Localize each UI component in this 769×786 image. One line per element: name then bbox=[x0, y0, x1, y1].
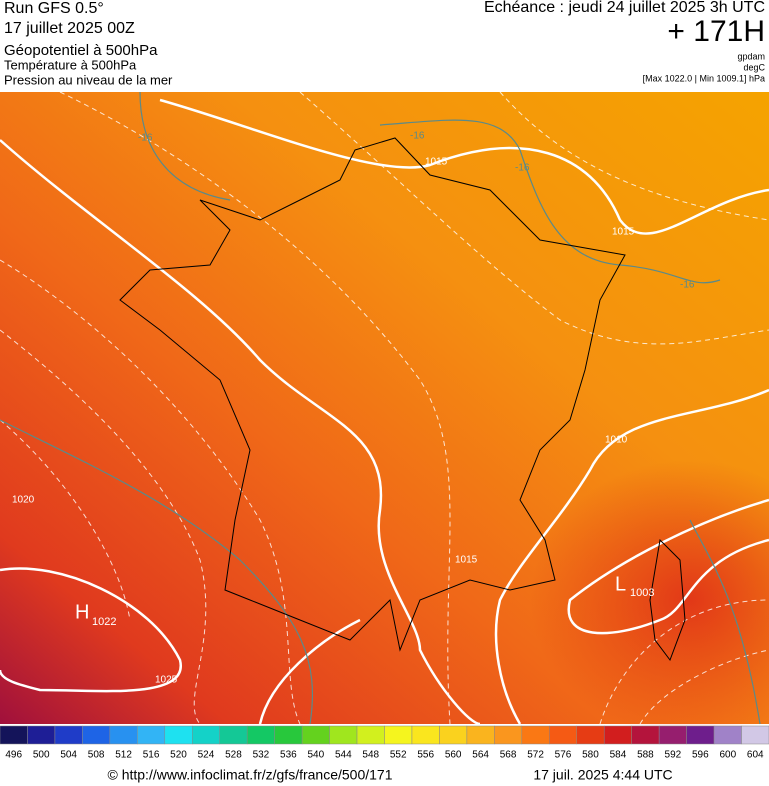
colorbar-swatch bbox=[411, 725, 440, 745]
run-title: Run GFS 0.5° bbox=[4, 0, 104, 17]
pressure-range: [Max 1022.0 | Min 1009.1] hPa bbox=[643, 73, 765, 83]
colorbar-label: 520 bbox=[170, 750, 187, 761]
colorbar-label: 588 bbox=[637, 750, 654, 761]
colorbar-swatch bbox=[466, 725, 495, 745]
colorbar-swatch bbox=[246, 725, 275, 745]
colorbar-label: 568 bbox=[500, 750, 517, 761]
isobars bbox=[0, 98, 769, 726]
colorbar-label: 584 bbox=[610, 750, 627, 761]
colorbar-label: 548 bbox=[362, 750, 379, 761]
colorbar-label: 524 bbox=[198, 750, 215, 761]
colorbar-label: 600 bbox=[719, 750, 736, 761]
valid-time: Echéance : jeudi 24 juillet 2025 3h UTC bbox=[484, 0, 765, 16]
colorbar-swatch bbox=[384, 725, 413, 745]
colorbar-label: 516 bbox=[143, 750, 160, 761]
geopotential-lines bbox=[0, 91, 769, 725]
colorbar-label: 532 bbox=[253, 750, 270, 761]
run-date: 17 juillet 2025 00Z bbox=[4, 20, 135, 37]
colorbar-swatch bbox=[494, 725, 523, 745]
map-label: 1010 bbox=[605, 435, 628, 446]
colorbar-swatch bbox=[603, 725, 632, 745]
colorbar-label: 596 bbox=[692, 750, 709, 761]
colorbar-label: 536 bbox=[280, 750, 297, 761]
map-label: 1015 bbox=[455, 555, 478, 566]
unit-label: degC bbox=[743, 62, 765, 72]
temperature-isotherms bbox=[0, 91, 761, 725]
colorbar-label: 552 bbox=[390, 750, 407, 761]
colorbar-label: 604 bbox=[747, 750, 764, 761]
colorbar-label: 560 bbox=[445, 750, 462, 761]
colorbar-label: 592 bbox=[665, 750, 682, 761]
colorbar-label: 500 bbox=[33, 750, 50, 761]
lead-time: + 171H bbox=[667, 15, 765, 48]
colorbar-label: 508 bbox=[88, 750, 105, 761]
colorbar-swatch bbox=[356, 725, 385, 745]
source-url: © http://www.infoclimat.fr/z/gfs/france/… bbox=[108, 767, 393, 783]
map-label: -16 bbox=[680, 280, 695, 291]
colorbar-label: 556 bbox=[417, 750, 434, 761]
colorbar-label: 528 bbox=[225, 750, 242, 761]
colorbar-swatch bbox=[439, 725, 468, 745]
colorbar-label: 540 bbox=[307, 750, 324, 761]
colorbar-swatch bbox=[686, 725, 715, 745]
colorbar-swatch bbox=[631, 725, 660, 745]
colorbar-label: 580 bbox=[582, 750, 599, 761]
colorbar-swatch bbox=[658, 725, 687, 745]
colorbar-swatch bbox=[549, 725, 577, 745]
map-label: 1025 bbox=[155, 675, 178, 686]
colorbar-swatch bbox=[0, 725, 28, 745]
timestamp: 17 juil. 2025 4:44 UTC bbox=[533, 767, 672, 783]
colorbar: 496 500 504 508 512 516 520 524 528 532 536 540 544 5… bbox=[0, 725, 769, 761]
colorbar-swatch bbox=[576, 725, 605, 745]
field-title: Géopotentiel à 500hPa bbox=[4, 42, 158, 59]
colorbar-swatch bbox=[741, 725, 769, 745]
isotherm-labels: -16 -16 -16 -16 bbox=[138, 131, 695, 291]
colorbar-swatch bbox=[713, 725, 742, 745]
colorbar-swatch bbox=[192, 725, 220, 745]
colorbar-label: 512 bbox=[115, 750, 132, 761]
colorbar-swatch bbox=[274, 725, 303, 745]
map: -16 -16 -16 -16 1015 1015 1010 1020 1025… bbox=[0, 91, 769, 740]
map-label: 1020 bbox=[12, 495, 35, 506]
colorbar-swatch bbox=[301, 725, 330, 745]
low-value: 1003 bbox=[630, 587, 654, 599]
colorbar-swatch bbox=[54, 725, 83, 745]
high-value: 1022 bbox=[92, 616, 116, 628]
colorbar-swatch bbox=[164, 725, 193, 745]
colorbar-label: 572 bbox=[527, 750, 544, 761]
colorbar-label: 544 bbox=[335, 750, 352, 761]
colorbar-label: 504 bbox=[60, 750, 77, 761]
colorbar-swatch bbox=[219, 725, 248, 745]
unit-label: gpdam bbox=[737, 51, 765, 61]
map-label: 1015 bbox=[612, 227, 635, 238]
colorbar-label: 496 bbox=[5, 750, 22, 761]
map-label: -16 bbox=[515, 163, 530, 174]
field-subtitle: Pression au niveau de la mer bbox=[4, 72, 173, 87]
isobar-labels: 1015 1015 1010 1020 1025 1015 H 1022 L 1… bbox=[12, 157, 654, 686]
field-subtitle: Température à 500hPa bbox=[4, 57, 137, 72]
low-marker: L bbox=[615, 573, 626, 595]
map-label: -16 bbox=[138, 133, 153, 144]
colorbar-label: 564 bbox=[472, 750, 489, 761]
colorbar-swatch bbox=[137, 725, 166, 745]
colorbar-label: 576 bbox=[555, 750, 572, 761]
colorbar-swatch bbox=[521, 725, 550, 745]
map-label: 1015 bbox=[425, 157, 448, 168]
coastline bbox=[119, 137, 686, 662]
colorbar-swatch bbox=[27, 725, 56, 745]
colorbar-swatch bbox=[82, 725, 111, 745]
map-label: -16 bbox=[410, 131, 425, 142]
colorbar-swatch bbox=[329, 725, 358, 745]
colorbar-swatch bbox=[109, 725, 138, 745]
high-marker: H bbox=[75, 601, 89, 623]
